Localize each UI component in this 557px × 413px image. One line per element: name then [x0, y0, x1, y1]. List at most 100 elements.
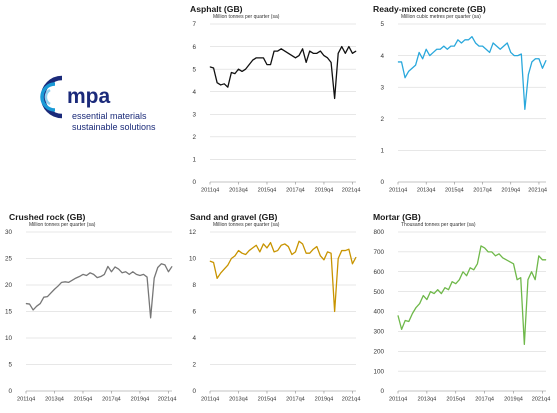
data-point	[503, 45, 505, 47]
data-point	[284, 50, 286, 52]
y-tick-label: 500	[373, 289, 384, 296]
data-point	[344, 250, 346, 251]
y-tick-label: 200	[373, 348, 384, 355]
data-point	[255, 57, 257, 59]
data-point	[348, 248, 350, 250]
x-tick-label: 2017q4	[102, 397, 121, 403]
data-point	[79, 276, 80, 277]
data-point	[545, 259, 547, 261]
data-point	[89, 272, 91, 274]
y-axis-unit-label: Million cubic metres per quarter (sa)	[401, 14, 481, 20]
y-tick-label: 6	[192, 44, 196, 51]
data-point	[68, 282, 70, 283]
series-line	[209, 45, 357, 100]
data-point	[71, 279, 73, 281]
data-point	[337, 52, 339, 54]
data-point	[216, 278, 218, 279]
data-point	[505, 259, 507, 261]
data-point	[64, 281, 66, 283]
y-tick-label: 2	[192, 362, 196, 369]
data-point	[302, 48, 303, 50]
y-tick-label: 20	[5, 282, 13, 289]
series-line	[397, 245, 546, 345]
data-point	[114, 266, 116, 268]
data-point	[352, 52, 353, 54]
y-tick-label: 6	[192, 309, 196, 316]
data-point	[531, 271, 532, 273]
data-point	[527, 279, 529, 281]
data-point	[323, 259, 325, 261]
data-point	[270, 64, 271, 65]
y-tick-label: 2	[192, 134, 196, 141]
data-point	[397, 61, 399, 63]
data-point	[473, 269, 475, 271]
data-point	[327, 251, 328, 253]
mpa-logo: mpa essential materials sustainable solu…	[40, 75, 156, 132]
data-point	[82, 274, 84, 275]
data-point	[397, 315, 399, 316]
data-point	[401, 61, 402, 63]
chart-title: Asphalt (GB)	[190, 4, 243, 14]
data-point	[437, 289, 439, 290]
data-point	[404, 77, 406, 79]
data-point	[238, 68, 239, 70]
y-tick-label: 8	[192, 282, 196, 289]
data-point	[327, 57, 328, 59]
x-tick-label: 2011q4	[17, 397, 35, 403]
data-point	[248, 64, 250, 65]
data-point	[121, 272, 123, 274]
data-point	[295, 251, 296, 253]
data-point	[139, 275, 141, 276]
data-point	[223, 268, 225, 270]
data-point	[510, 52, 512, 53]
data-point	[284, 243, 286, 245]
y-tick-label: 7	[192, 21, 196, 28]
data-point	[227, 264, 229, 266]
data-point	[459, 279, 460, 281]
data-point	[482, 45, 483, 47]
data-point	[330, 252, 332, 254]
x-tick-label: 2013q4	[229, 397, 248, 403]
data-point	[241, 71, 243, 72]
data-point	[305, 252, 307, 254]
data-point	[231, 258, 232, 259]
data-point	[432, 52, 434, 53]
series-line	[25, 263, 173, 319]
y-tick-label: 300	[373, 329, 384, 336]
data-point	[146, 276, 148, 278]
data-point	[259, 57, 261, 59]
chart-crushed-rock: Crushed rock (GB)Million tonnes per quar…	[5, 212, 176, 403]
y-axis-unit-label: Million tonnes per quarter (sa)	[213, 222, 280, 228]
data-point	[245, 254, 246, 255]
data-point	[412, 313, 413, 314]
data-point	[259, 251, 261, 253]
data-point	[234, 255, 236, 257]
y-tick-label: 5	[192, 66, 196, 73]
data-point	[32, 309, 34, 311]
data-point	[542, 259, 543, 261]
data-point	[443, 45, 445, 47]
data-point	[213, 67, 214, 69]
data-point	[457, 39, 459, 41]
data-point	[111, 271, 112, 273]
data-point	[171, 266, 173, 267]
y-tick-label: 800	[373, 229, 384, 236]
x-tick-label: 2017q4	[475, 397, 494, 403]
y-tick-label: 0	[192, 179, 196, 186]
y-tick-label: 5	[8, 362, 12, 369]
data-point	[309, 50, 311, 52]
data-point	[506, 42, 508, 44]
data-point	[47, 296, 48, 298]
data-point	[150, 317, 151, 319]
data-point	[439, 48, 441, 50]
data-point	[220, 84, 222, 86]
data-point	[234, 73, 236, 75]
data-point	[418, 52, 420, 53]
data-point	[422, 295, 424, 296]
data-point	[355, 256, 357, 258]
data-point	[287, 246, 289, 247]
y-axis-unit-label: Million tonnes per quarter (sa)	[29, 222, 96, 228]
y-tick-label: 10	[5, 335, 13, 342]
data-point	[520, 53, 522, 55]
data-point	[316, 246, 318, 247]
